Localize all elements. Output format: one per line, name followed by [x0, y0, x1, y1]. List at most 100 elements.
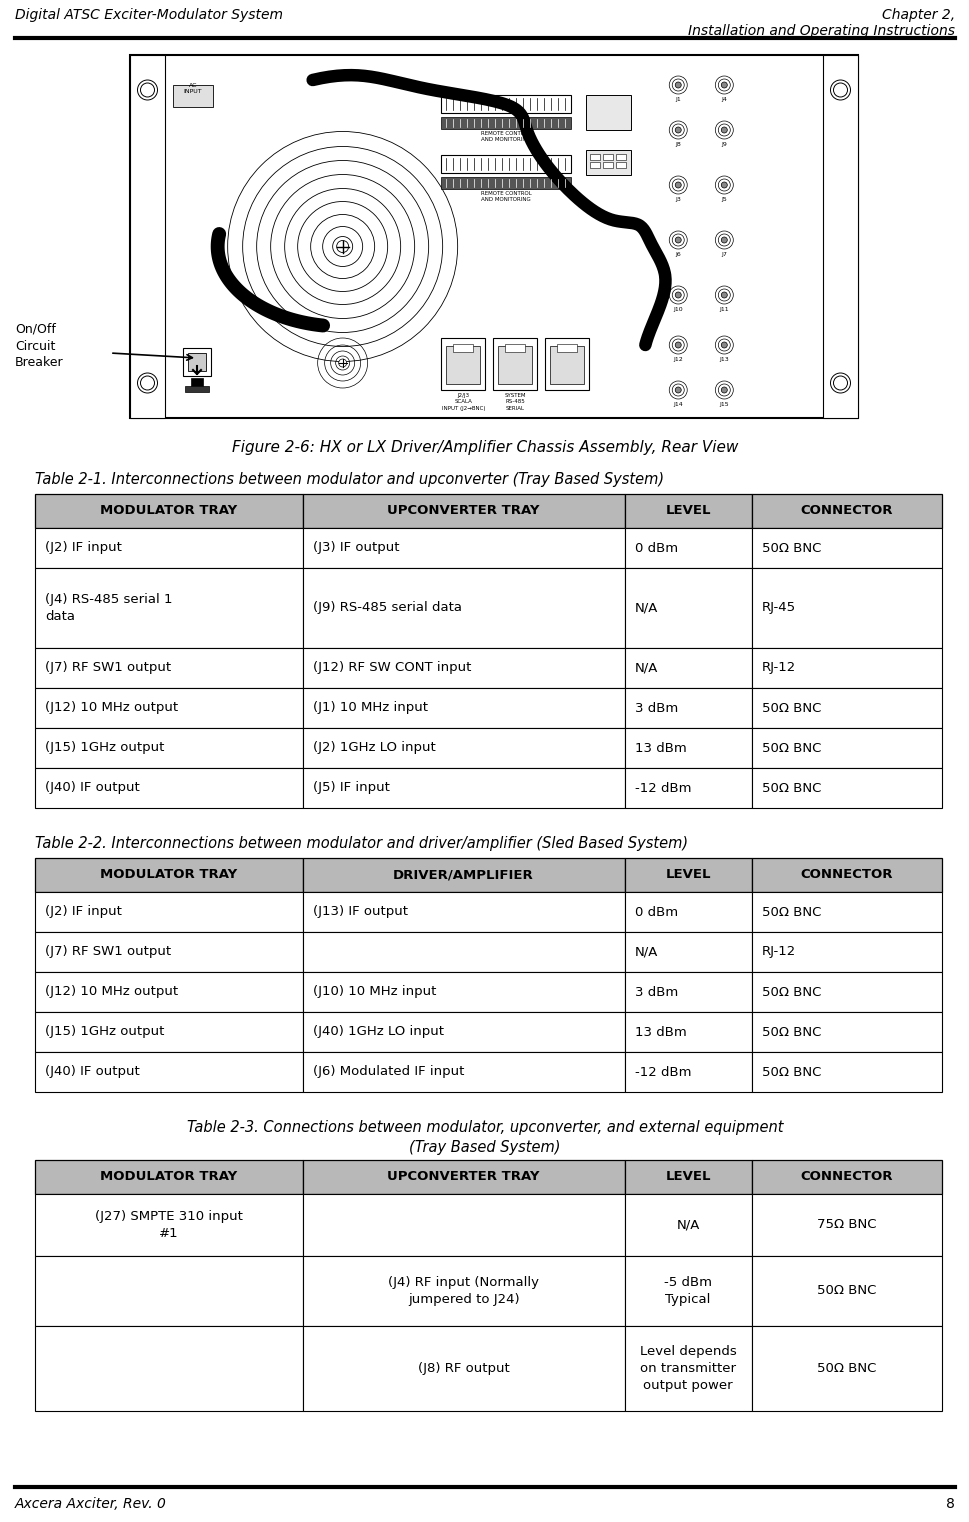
- Bar: [302, 858, 624, 892]
- Text: LEVEL: LEVEL: [665, 504, 710, 517]
- Text: -5 dBm
Typical: -5 dBm Typical: [664, 1277, 711, 1306]
- Bar: [603, 154, 612, 160]
- Bar: [624, 728, 751, 769]
- Bar: [185, 387, 208, 393]
- Bar: [130, 55, 165, 419]
- Bar: [302, 688, 624, 728]
- Text: J4: J4: [721, 97, 727, 102]
- Text: (J6) Modulated IF input: (J6) Modulated IF input: [312, 1065, 463, 1079]
- Bar: [751, 1193, 941, 1256]
- Text: CONNECTOR: CONNECTOR: [799, 869, 892, 881]
- Text: 3 dBm: 3 dBm: [634, 986, 677, 998]
- Circle shape: [721, 342, 727, 349]
- Text: (J7) RF SW1 output: (J7) RF SW1 output: [45, 945, 171, 959]
- Circle shape: [674, 82, 680, 88]
- Text: 0 dBm: 0 dBm: [634, 542, 677, 554]
- Text: (J8) RF output: (J8) RF output: [418, 1362, 509, 1374]
- Text: (J40) IF output: (J40) IF output: [45, 1065, 140, 1079]
- Bar: [35, 892, 302, 931]
- Bar: [302, 1052, 624, 1091]
- Bar: [441, 117, 571, 129]
- Text: 50Ω BNC: 50Ω BNC: [761, 1065, 820, 1079]
- Bar: [751, 892, 941, 931]
- Text: (J12) 10 MHz output: (J12) 10 MHz output: [45, 986, 178, 998]
- Text: Table 2-3. Connections between modulator, upconverter, and external equipment
(T: Table 2-3. Connections between modulator…: [187, 1120, 782, 1155]
- Bar: [615, 154, 625, 160]
- Bar: [624, 1160, 751, 1193]
- Text: J10: J10: [672, 307, 682, 312]
- Text: REMOTE CONTROL
AND MONITORING: REMOTE CONTROL AND MONITORING: [481, 131, 531, 143]
- Text: (J9) RS-485 serial data: (J9) RS-485 serial data: [312, 601, 461, 615]
- Circle shape: [674, 292, 680, 298]
- Text: 75Ω BNC: 75Ω BNC: [816, 1219, 876, 1231]
- Bar: [35, 1160, 302, 1193]
- Text: 3 dBm: 3 dBm: [634, 702, 677, 714]
- Circle shape: [721, 237, 727, 244]
- Circle shape: [338, 359, 346, 367]
- Bar: [624, 568, 751, 648]
- Bar: [498, 345, 532, 384]
- Circle shape: [721, 126, 727, 132]
- Bar: [302, 1012, 624, 1052]
- Bar: [35, 1193, 302, 1256]
- Text: LEVEL: LEVEL: [665, 869, 710, 881]
- Bar: [557, 344, 577, 352]
- Bar: [130, 55, 858, 419]
- Text: (J4) RS-485 serial 1
data: (J4) RS-485 serial 1 data: [45, 594, 172, 622]
- Text: (J15) 1GHz output: (J15) 1GHz output: [45, 741, 164, 755]
- Bar: [751, 568, 941, 648]
- Text: 50Ω BNC: 50Ω BNC: [761, 781, 820, 794]
- Bar: [751, 1326, 941, 1411]
- Bar: [624, 495, 751, 528]
- Bar: [183, 349, 211, 376]
- Text: AC
INPUT: AC INPUT: [183, 84, 203, 94]
- Bar: [302, 648, 624, 688]
- Text: Table 2-1. Interconnections between modulator and upconverter (Tray Based System: Table 2-1. Interconnections between modu…: [35, 472, 664, 487]
- Text: J13: J13: [719, 358, 729, 362]
- Text: N/A: N/A: [634, 662, 657, 674]
- Text: CONNECTOR: CONNECTOR: [799, 504, 892, 517]
- Text: REMOTE CONTROL
AND MONITORING: REMOTE CONTROL AND MONITORING: [481, 190, 531, 202]
- Bar: [624, 1193, 751, 1256]
- Bar: [751, 1052, 941, 1091]
- Text: RJ-45: RJ-45: [761, 601, 795, 615]
- Bar: [302, 1326, 624, 1411]
- Text: 50Ω BNC: 50Ω BNC: [761, 702, 820, 714]
- Bar: [624, 892, 751, 931]
- Bar: [302, 1160, 624, 1193]
- Circle shape: [674, 183, 680, 189]
- Text: (J7) RF SW1 output: (J7) RF SW1 output: [45, 662, 171, 674]
- Text: N/A: N/A: [634, 945, 657, 959]
- Text: (J12) 10 MHz output: (J12) 10 MHz output: [45, 702, 178, 714]
- Bar: [751, 858, 941, 892]
- Bar: [751, 648, 941, 688]
- Text: RJ-12: RJ-12: [761, 662, 795, 674]
- Text: N/A: N/A: [675, 1219, 699, 1231]
- Bar: [35, 1326, 302, 1411]
- Text: 13 dBm: 13 dBm: [634, 741, 686, 755]
- Bar: [624, 769, 751, 808]
- Text: J3: J3: [674, 196, 680, 202]
- Text: On/Off
Circuit
Breaker: On/Off Circuit Breaker: [15, 323, 64, 368]
- Bar: [35, 1256, 302, 1326]
- Text: Figure 2-6: HX or LX Driver/Amplifier Chassis Assembly, Rear View: Figure 2-6: HX or LX Driver/Amplifier Ch…: [232, 440, 737, 455]
- Text: -12 dBm: -12 dBm: [634, 1065, 690, 1079]
- Bar: [624, 1012, 751, 1052]
- Bar: [603, 161, 612, 167]
- Text: (J12) RF SW CONT input: (J12) RF SW CONT input: [312, 662, 471, 674]
- Text: (J40) IF output: (J40) IF output: [45, 781, 140, 794]
- Text: J7: J7: [721, 253, 727, 257]
- Text: 50Ω BNC: 50Ω BNC: [761, 986, 820, 998]
- Text: LEVEL: LEVEL: [665, 1170, 710, 1184]
- Circle shape: [721, 183, 727, 189]
- Bar: [624, 688, 751, 728]
- Text: J5: J5: [721, 196, 727, 202]
- Text: 50Ω BNC: 50Ω BNC: [761, 1026, 820, 1038]
- Text: J2/J3
SCALA
INPUT (J2→BNC): J2/J3 SCALA INPUT (J2→BNC): [441, 393, 484, 411]
- Bar: [302, 1193, 624, 1256]
- Text: UPCONVERTER TRAY: UPCONVERTER TRAY: [387, 1170, 540, 1184]
- Circle shape: [674, 237, 680, 244]
- Text: 50Ω BNC: 50Ω BNC: [761, 542, 820, 554]
- Bar: [35, 528, 302, 568]
- Text: UPCONVERTER TRAY: UPCONVERTER TRAY: [387, 504, 540, 517]
